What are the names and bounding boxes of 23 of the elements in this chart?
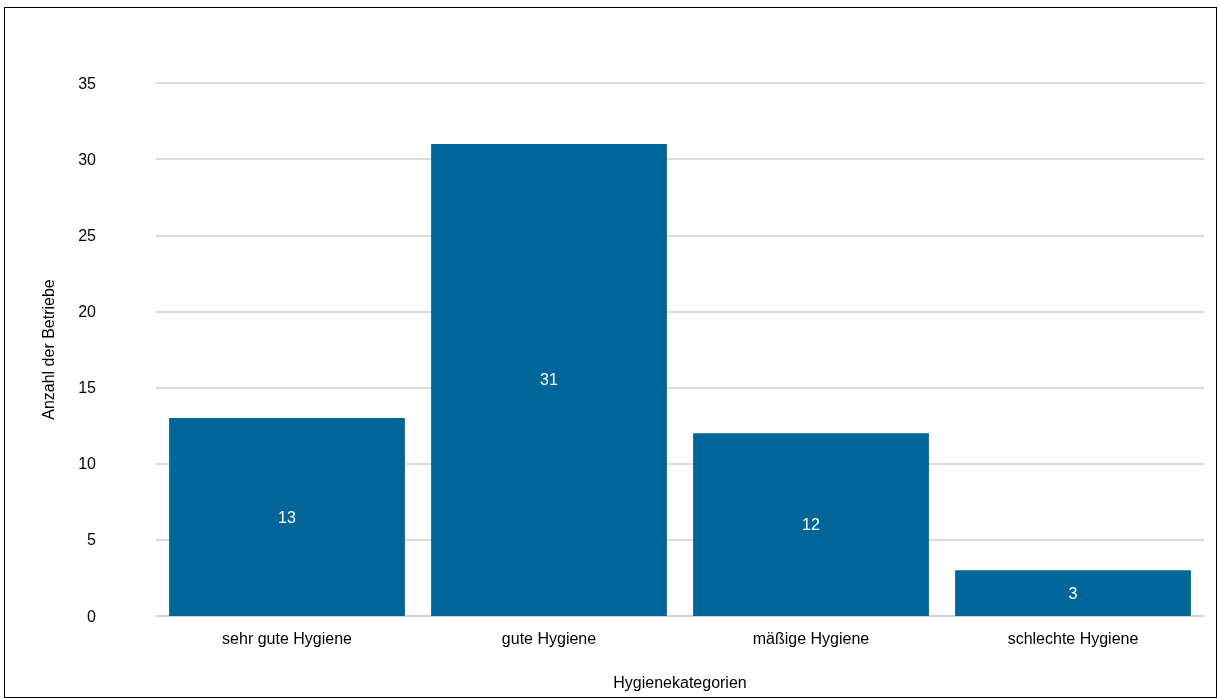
x-tick-label: mäßige Hygiene [752,629,870,647]
y-tick-label: 15 [78,379,97,397]
y-tick-label: 25 [78,226,97,244]
y-tick-label: 35 [78,74,97,92]
y-tick-label: 10 [78,455,97,473]
data-label: 31 [540,371,558,389]
y-tick-label: 5 [87,531,97,549]
bar [693,433,929,616]
bar [431,143,667,616]
data-label: 12 [802,516,820,534]
y-tick-label: 30 [78,150,97,168]
x-tick-label: gute Hygiene [501,629,597,647]
bar [955,570,1191,616]
x-tick-label: sehr gute Hygiene [222,629,353,647]
y-tick-label: 20 [78,302,97,320]
chart-frame: Anzahl der Betriebe Hygienekategorien 0 5 10 15 20 25 30 35 sehr gute Hygiene gute Hygiene mäßige Hygiene schlechte Hygiene 13 31 12 3 [4,7,1217,698]
x-tick-label: schlechte Hygiene [1007,629,1139,647]
y-axis-title: Anzahl der Betriebe [39,279,57,420]
bar [169,418,405,616]
y-tick-label: 0 [87,607,97,625]
data-label: 13 [278,508,296,526]
data-label: 3 [1068,584,1078,602]
x-axis-title: Hygienekategorien [613,673,747,691]
